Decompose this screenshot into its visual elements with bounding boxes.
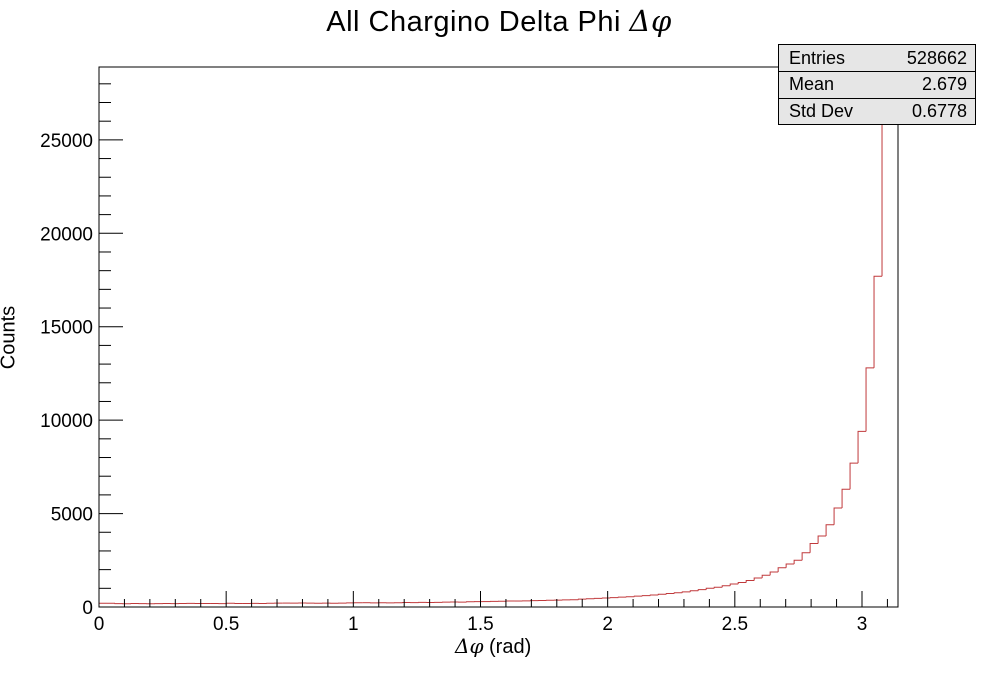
histogram-bin <box>577 598 587 600</box>
stats-row-entries: Entries 528662 <box>779 45 975 72</box>
stats-label: Std Dev <box>789 101 854 121</box>
histogram-bin <box>801 552 811 561</box>
x-tick-label: 2.5 <box>722 614 748 635</box>
stats-label: Entries <box>789 48 846 68</box>
x-axis-label: Δφ (rad) <box>455 634 532 658</box>
stats-label: Mean <box>789 74 835 94</box>
histogram-bin <box>833 507 843 525</box>
histogram-bin <box>705 587 715 590</box>
chart-title: All Chargino Delta Phi Δφ <box>326 4 672 38</box>
y-axis-label: Counts <box>0 305 20 370</box>
histogram-bin <box>713 586 723 589</box>
histogram-bin <box>841 488 851 508</box>
histogram-bin <box>689 590 699 592</box>
histogram-bin <box>777 567 787 573</box>
histogram-bin <box>665 593 675 595</box>
histogram-bin <box>857 430 867 464</box>
histogram-bin <box>633 595 643 597</box>
histogram-bin <box>793 559 803 565</box>
histogram-bin <box>873 275 883 368</box>
histogram-bin <box>745 579 755 583</box>
y-tick-label: 0 <box>82 598 93 619</box>
y-tick-label: 15000 <box>40 318 93 339</box>
stats-value: 2.679 <box>921 74 967 94</box>
plot-frame <box>98 66 899 608</box>
x-tick-label: 0 <box>94 614 105 635</box>
histogram-bin <box>825 524 835 536</box>
y-tick-label: 10000 <box>40 411 93 432</box>
y-tick-label: 25000 <box>40 131 93 152</box>
histogram-bin <box>617 596 627 598</box>
histogram-bin <box>753 577 763 581</box>
x-tick-label: 1.5 <box>467 614 493 635</box>
histogram-bin <box>721 585 731 588</box>
stats-divider <box>779 98 975 99</box>
stats-box: Entries 528662 Mean 2.679 Std Dev 0.6778 <box>778 44 976 125</box>
stats-value: 528662 <box>906 48 967 68</box>
x-tick-label: 1 <box>348 614 359 635</box>
y-tick-label: 20000 <box>40 224 93 245</box>
histogram-bin <box>681 591 691 593</box>
histogram-bin <box>817 535 827 544</box>
x-tick-label: 0.5 <box>213 614 239 635</box>
histogram-bin <box>98 602 107 607</box>
histogram-bin <box>641 595 651 597</box>
histogram-bin <box>657 593 667 596</box>
stats-row-stddev: Std Dev 0.6778 <box>779 98 975 125</box>
x-tick-label: 3 <box>857 614 868 635</box>
histogram-bin <box>729 583 739 586</box>
histogram-bin <box>849 462 859 490</box>
histogram-bin <box>737 582 747 585</box>
stats-row-mean: Mean 2.679 <box>779 71 975 98</box>
histogram-bin <box>673 592 683 594</box>
histogram-bin <box>697 589 707 591</box>
histogram-bin <box>769 571 779 576</box>
histogram-bin <box>785 563 795 568</box>
histogram-bin <box>865 367 875 432</box>
x-tick-label: 2 <box>602 614 613 635</box>
stats-divider <box>779 71 975 72</box>
histogram-bin <box>649 594 659 596</box>
histogram-bin <box>809 542 819 553</box>
y-tick-label: 5000 <box>51 505 93 526</box>
stats-value: 0.6778 <box>911 101 967 121</box>
histogram-bin <box>761 574 771 579</box>
